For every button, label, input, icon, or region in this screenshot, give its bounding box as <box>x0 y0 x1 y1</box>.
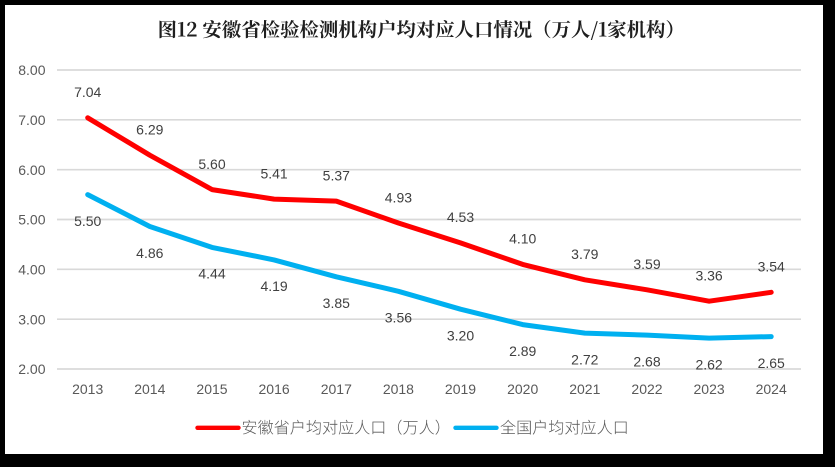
svg-text:2024: 2024 <box>756 381 787 397</box>
svg-text:2.68: 2.68 <box>633 353 660 369</box>
svg-text:3.85: 3.85 <box>323 295 350 311</box>
svg-text:5.60: 5.60 <box>198 156 225 172</box>
svg-text:2016: 2016 <box>259 381 290 397</box>
svg-text:2.65: 2.65 <box>758 355 785 371</box>
svg-text:2022: 2022 <box>631 381 662 397</box>
svg-text:3.56: 3.56 <box>385 310 412 326</box>
svg-text:5.37: 5.37 <box>323 167 350 183</box>
svg-text:2021: 2021 <box>569 381 600 397</box>
svg-text:3.00: 3.00 <box>18 311 45 327</box>
svg-text:6.29: 6.29 <box>136 122 163 138</box>
svg-text:4.86: 4.86 <box>136 245 163 261</box>
svg-text:4.19: 4.19 <box>260 278 287 294</box>
svg-text:8.00: 8.00 <box>18 62 45 78</box>
svg-text:2.89: 2.89 <box>509 343 536 359</box>
svg-text:2014: 2014 <box>134 381 165 397</box>
svg-text:4.10: 4.10 <box>509 231 536 247</box>
svg-text:4.53: 4.53 <box>447 209 474 225</box>
svg-text:2013: 2013 <box>72 381 103 397</box>
svg-text:7.04: 7.04 <box>74 84 101 100</box>
svg-text:2.72: 2.72 <box>571 351 598 367</box>
svg-text:5.41: 5.41 <box>260 165 287 181</box>
svg-text:3.20: 3.20 <box>447 328 474 344</box>
svg-text:2.00: 2.00 <box>18 361 45 377</box>
svg-text:2015: 2015 <box>196 381 227 397</box>
svg-text:4.44: 4.44 <box>198 266 225 282</box>
svg-text:2019: 2019 <box>445 381 476 397</box>
svg-text:2.62: 2.62 <box>695 356 722 372</box>
svg-text:5.00: 5.00 <box>18 212 45 228</box>
svg-text:2018: 2018 <box>383 381 414 397</box>
svg-text:5.50: 5.50 <box>74 213 101 229</box>
svg-text:2020: 2020 <box>507 381 538 397</box>
svg-text:3.59: 3.59 <box>633 256 660 272</box>
svg-text:4.93: 4.93 <box>385 189 412 205</box>
svg-text:3.79: 3.79 <box>571 246 598 262</box>
svg-text:6.00: 6.00 <box>18 162 45 178</box>
svg-text:2023: 2023 <box>694 381 725 397</box>
svg-text:4.00: 4.00 <box>18 261 45 277</box>
svg-text:3.36: 3.36 <box>695 268 722 284</box>
svg-text:3.54: 3.54 <box>758 259 785 275</box>
svg-text:2017: 2017 <box>321 381 352 397</box>
svg-text:7.00: 7.00 <box>18 112 45 128</box>
